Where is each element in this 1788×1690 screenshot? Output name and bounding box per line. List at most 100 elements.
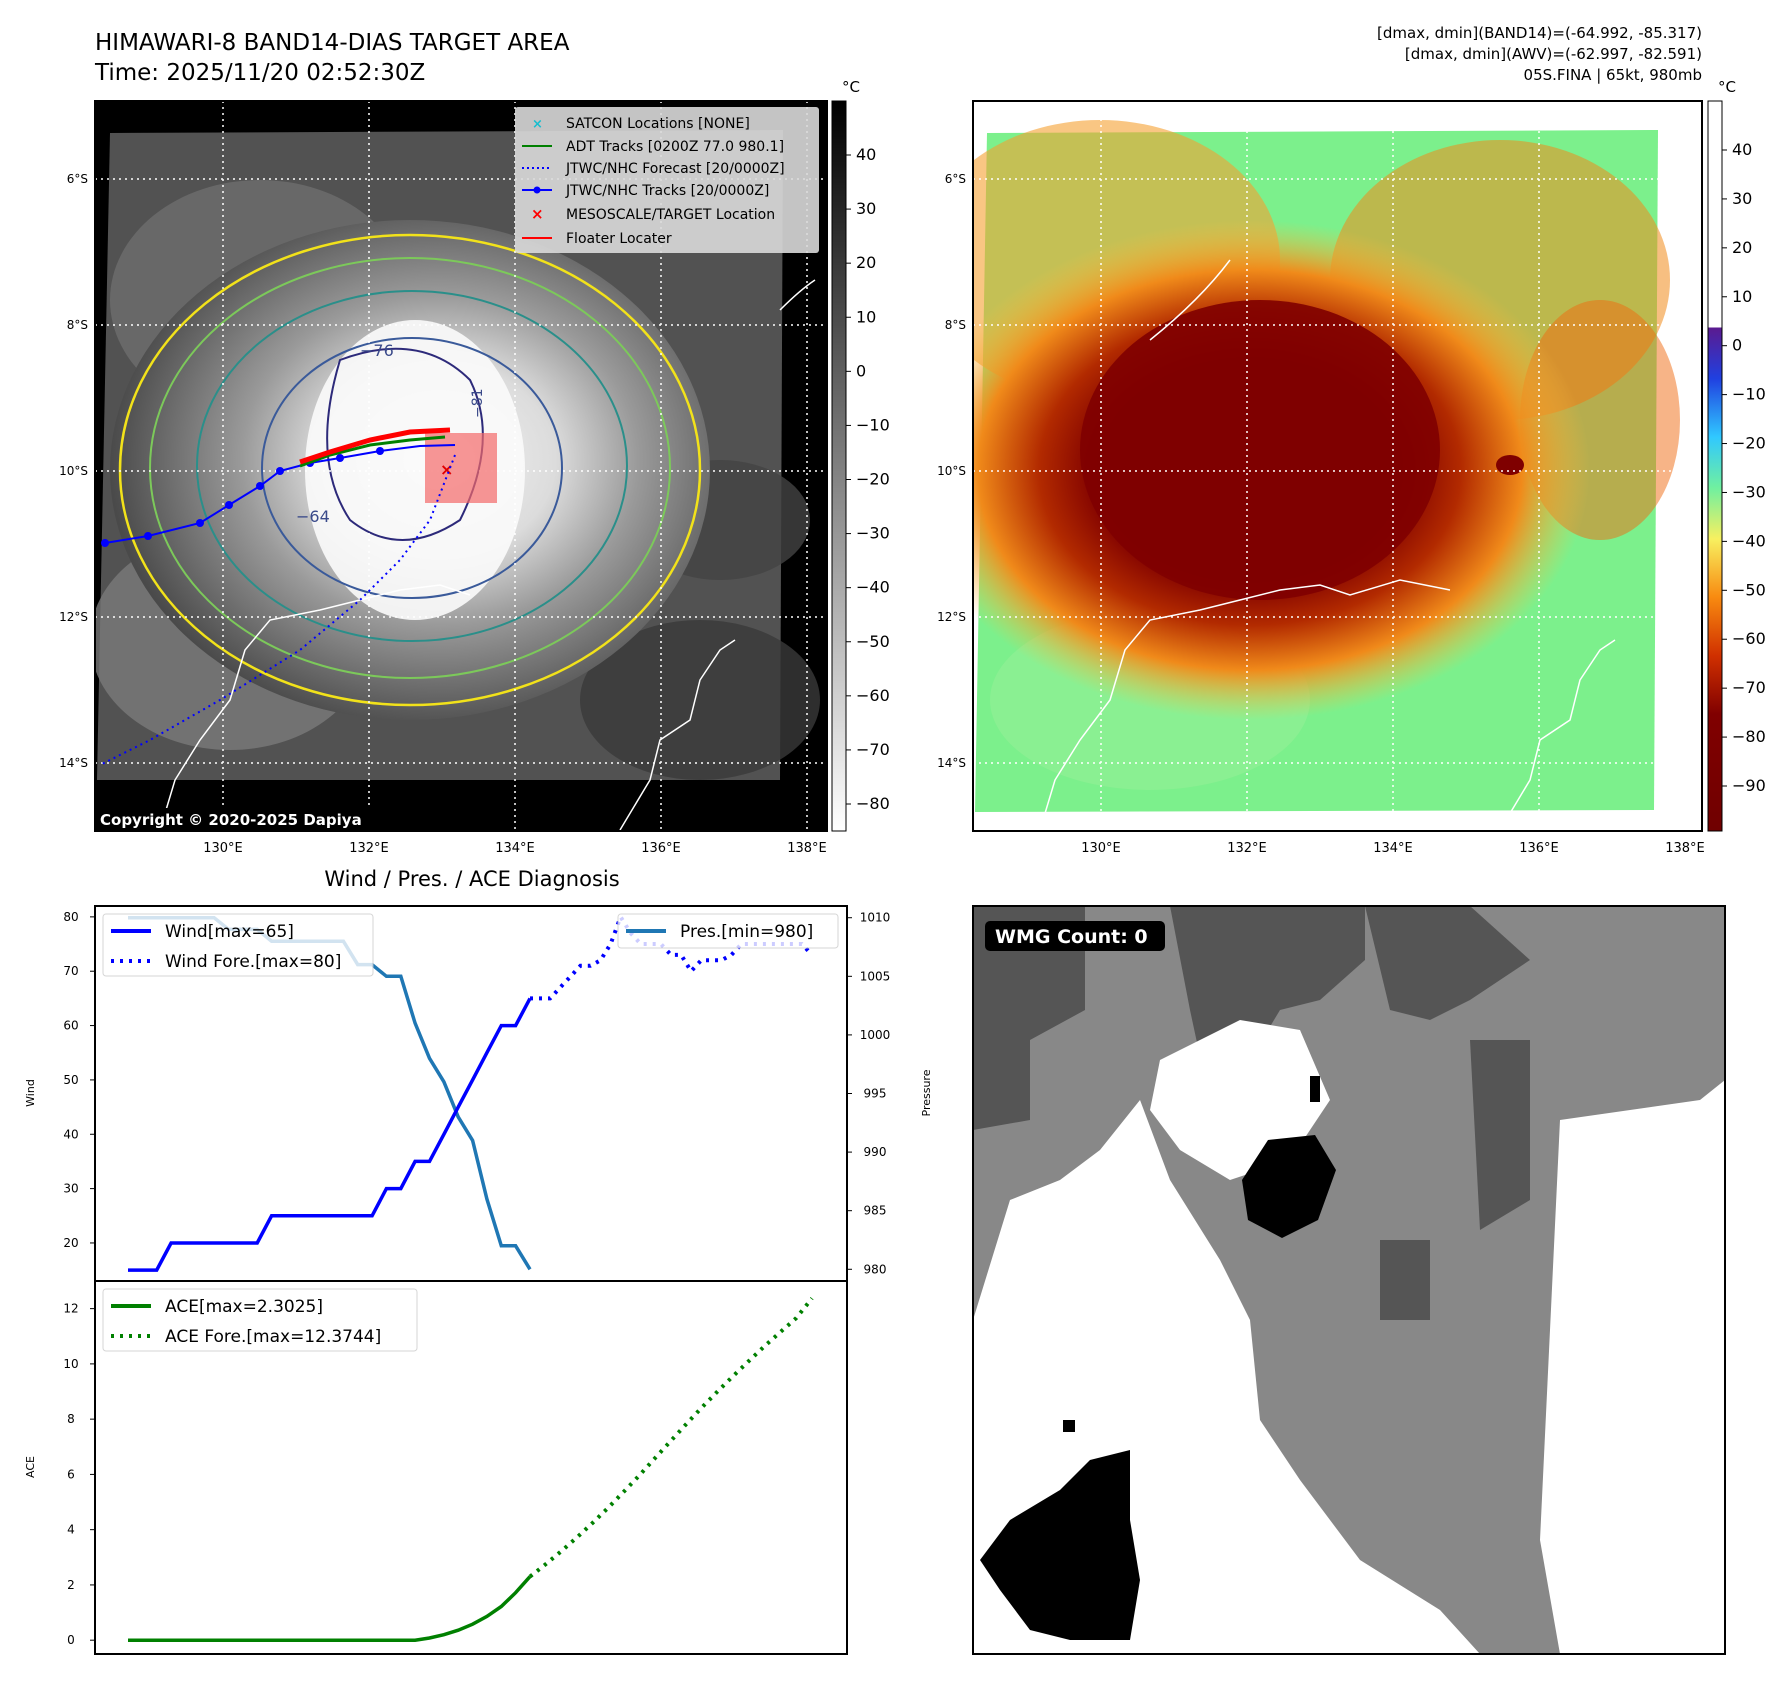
colorbar1-tick-label: −10: [856, 415, 890, 434]
diagnosis-title: Wind / Pres. / ACE Diagnosis: [324, 867, 619, 891]
wind-ytick-label: 60: [63, 1019, 78, 1033]
ace-ytick-label: 4: [67, 1523, 75, 1537]
storm-summary: 05S.FINA | 65kt, 980mb: [1524, 66, 1702, 84]
grayscale-colorbar: °C 40 30 20 10 0 −10 −20 −30 −40 −50 −60 −70 −80: [831, 78, 890, 832]
pressure-ytick-label: 1010: [860, 911, 891, 925]
map1-lat-labels: 6°S 8°S 10°S 12°S 14°S: [59, 172, 88, 770]
legend-wind: Wind[max=65]: [165, 922, 294, 942]
legend-pressure: Pres.[min=980]: [680, 922, 813, 942]
wind-axis-label: Wind: [24, 1079, 37, 1107]
contour-yellow: [118, 233, 702, 707]
legend-satcon-marker: ×: [532, 117, 543, 132]
colorbar1-tick-label: −50: [856, 632, 890, 651]
colorbar2-tick-label: 20: [1732, 238, 1752, 257]
band14-range: [dmax, dmin](BAND14)=(-64.992, -85.317): [1377, 24, 1702, 42]
pressure-ytick-label: 1000: [860, 1028, 891, 1042]
adt-track: [299, 435, 446, 468]
colorbar1-tick-label: 0: [856, 361, 866, 380]
target-marker: ×: [440, 460, 453, 479]
colorbar1-tick-label: −20: [856, 470, 890, 489]
svg-text:134°E: 134°E: [495, 841, 535, 856]
wmg-black-blob-2: [980, 1450, 1140, 1640]
map1-coastline: [159, 584, 471, 831]
colorbar1-tick-label: −40: [856, 578, 890, 597]
contour-teal: [196, 290, 628, 642]
copyright-text: Copyright © 2020-2025 Dapiya: [100, 811, 362, 829]
wmg-dark-region-1: [973, 906, 1085, 1130]
svg-text:6°S: 6°S: [945, 172, 966, 186]
svg-text:8°S: 8°S: [945, 318, 966, 332]
colorbar1-tick-label: 20: [856, 253, 876, 272]
colorbar2-tick-label: −20: [1732, 434, 1766, 453]
colorbar1-tick-label: 30: [856, 199, 876, 218]
contour-label-76: −76: [360, 341, 394, 360]
ace-axis-label: ACE: [24, 1456, 37, 1478]
wind-ytick-label: 20: [63, 1236, 78, 1250]
colorbar1-tick-label: −30: [856, 524, 890, 543]
ace-legend: ACE[max=2.3025] ACE Fore.[max=12.3744]: [102, 1288, 418, 1352]
colorbar2-tick-label: −80: [1732, 727, 1766, 746]
legend-ace-forecast: ACE Fore.[max=12.3744]: [165, 1327, 381, 1347]
pressure-axis-label: Pressure: [920, 1069, 933, 1116]
svg-text:134°E: 134°E: [1373, 841, 1413, 856]
colorbar2-tick-label: −60: [1732, 629, 1766, 648]
ace-ytick-label: 10: [63, 1357, 78, 1371]
legend-jtwc-forecast: JTWC/NHC Forecast [20/0000Z]: [565, 161, 785, 177]
figure-title: HIMAWARI-8 BAND14-DIAS TARGET AREA: [95, 30, 570, 56]
color-colorbar: °C 40 30 20 10 0 −10 −20 −30 −40 −50 −60 −70 −80 −90: [1707, 78, 1766, 832]
pressure-ytick-label: 990: [864, 1145, 887, 1159]
colorbar2-tick-label: 0: [1732, 336, 1742, 355]
ace-ytick-label: 0: [67, 1633, 75, 1647]
jtwc-forecast: [99, 454, 456, 766]
figure-time: Time: 2025/11/20 02:52:30Z: [94, 60, 425, 86]
wind-ytick-label: 80: [63, 910, 78, 924]
svg-text:12°S: 12°S: [59, 610, 88, 624]
legend-adt: ADT Tracks [0200Z 77.0 980.1]: [566, 139, 784, 155]
legend-target: MESOSCALE/TARGET Location: [566, 207, 775, 223]
wmg-count-badge: [985, 921, 1165, 951]
colorbar2-tick-label: 40: [1732, 140, 1752, 159]
map-legend: × SATCON Locations [NONE] ADT Tracks [02…: [515, 107, 819, 253]
colorbar2-tick-label: 10: [1732, 287, 1752, 306]
contour-green: [149, 257, 671, 679]
contour-inner: [326, 347, 484, 541]
legend-jtwc-tracks: JTWC/NHC Tracks [20/0000Z]: [565, 183, 769, 199]
map1-lon-labels: 130°E 132°E 134°E 136°E 138°E: [203, 841, 827, 856]
legend-wind-forecast: Wind Fore.[max=80]: [165, 952, 341, 972]
colorbar1-tick-label: 10: [856, 307, 876, 326]
colorbar1-tick-label: −60: [856, 686, 890, 705]
mesoscale-target-box: [425, 433, 497, 503]
svg-text:132°E: 132°E: [1227, 841, 1267, 856]
contour-label-81: −81: [470, 388, 486, 418]
wmg-dark-region-3: [1365, 906, 1530, 1020]
map2-gridlines: [973, 101, 1702, 831]
ace-line: [128, 1575, 532, 1642]
svg-text:132°E: 132°E: [349, 841, 389, 856]
pressure-ytick-label: 1005: [860, 969, 891, 983]
map2-lon-labels: 130°E 132°E 134°E 136°E 138°E: [1081, 841, 1705, 856]
wind-ytick-label: 70: [63, 964, 78, 978]
contour-blue: [261, 337, 563, 599]
ace-ytick-label: 6: [67, 1467, 75, 1481]
copyright-box: [95, 808, 407, 831]
colorbar2-tick-label: −30: [1732, 482, 1766, 501]
svg-text:130°E: 130°E: [203, 841, 243, 856]
colorbar2-tick-label: −70: [1732, 678, 1766, 697]
ace-ytick-label: 2: [67, 1578, 75, 1592]
wmg-panel: WMG Count: 0: [972, 905, 1726, 1655]
colorbar1-tick-label: −70: [856, 740, 890, 759]
svg-text:10°S: 10°S: [59, 464, 88, 478]
svg-text:136°E: 136°E: [641, 841, 681, 856]
legend-target-marker: ×: [531, 205, 544, 223]
pressure-ytick-label: 995: [864, 1087, 887, 1101]
wind-legend: Wind[max=65] Wind Fore.[max=80]: [102, 913, 374, 977]
svg-text:138°E: 138°E: [787, 841, 827, 856]
colorbar2-tick-label: −50: [1732, 580, 1766, 599]
awv-color-map: 6°S 8°S 10°S 12°S 14°S 130°E 132°E 134°E…: [937, 100, 1705, 856]
map2-lat-labels: 6°S 8°S 10°S 12°S 14°S: [937, 172, 966, 770]
ace-ytick-label: 8: [67, 1412, 75, 1426]
colorbar1-tick-label: −80: [856, 794, 890, 813]
colorbar2-tick-label: −40: [1732, 531, 1766, 550]
ace-ytick-label: 12: [63, 1302, 78, 1316]
